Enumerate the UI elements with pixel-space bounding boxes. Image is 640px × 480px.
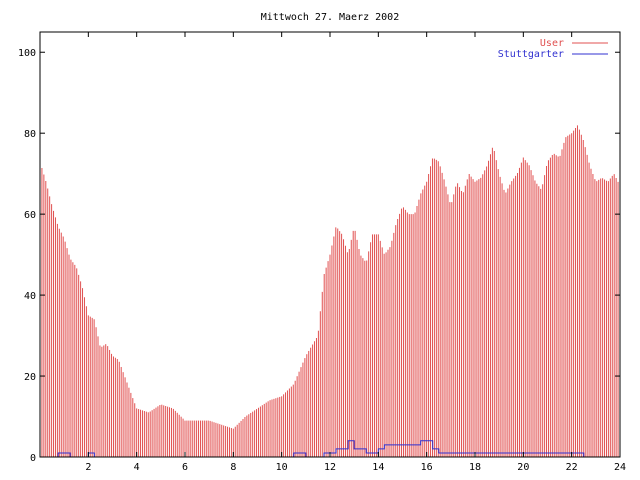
y-tick-label: 20 <box>24 372 36 383</box>
x-tick-label: 12 <box>324 462 336 473</box>
y-tick-label: 40 <box>24 291 36 302</box>
legend-label: Stuttgarter <box>498 49 564 60</box>
x-tick-label: 20 <box>517 462 529 473</box>
bars-layer <box>39 125 621 457</box>
legend-label: User <box>540 38 564 49</box>
y-tick-label: 100 <box>18 48 36 59</box>
x-tick-label: 18 <box>469 462 481 473</box>
y-tick-label: 60 <box>24 210 36 221</box>
x-tick-label: 4 <box>134 462 140 473</box>
chart-title: Mittwoch 27. Maerz 2002 <box>261 12 399 23</box>
y-tick-label: 0 <box>30 453 36 464</box>
x-tick-label: 10 <box>276 462 288 473</box>
x-tick-label: 2 <box>85 462 91 473</box>
x-tick-label: 6 <box>182 462 188 473</box>
x-tick-label: 24 <box>614 462 626 473</box>
x-tick-label: 16 <box>421 462 433 473</box>
x-tick-label: 14 <box>372 462 384 473</box>
x-tick-label: 22 <box>566 462 578 473</box>
y-tick-label: 80 <box>24 129 36 140</box>
x-tick-label: 8 <box>230 462 236 473</box>
